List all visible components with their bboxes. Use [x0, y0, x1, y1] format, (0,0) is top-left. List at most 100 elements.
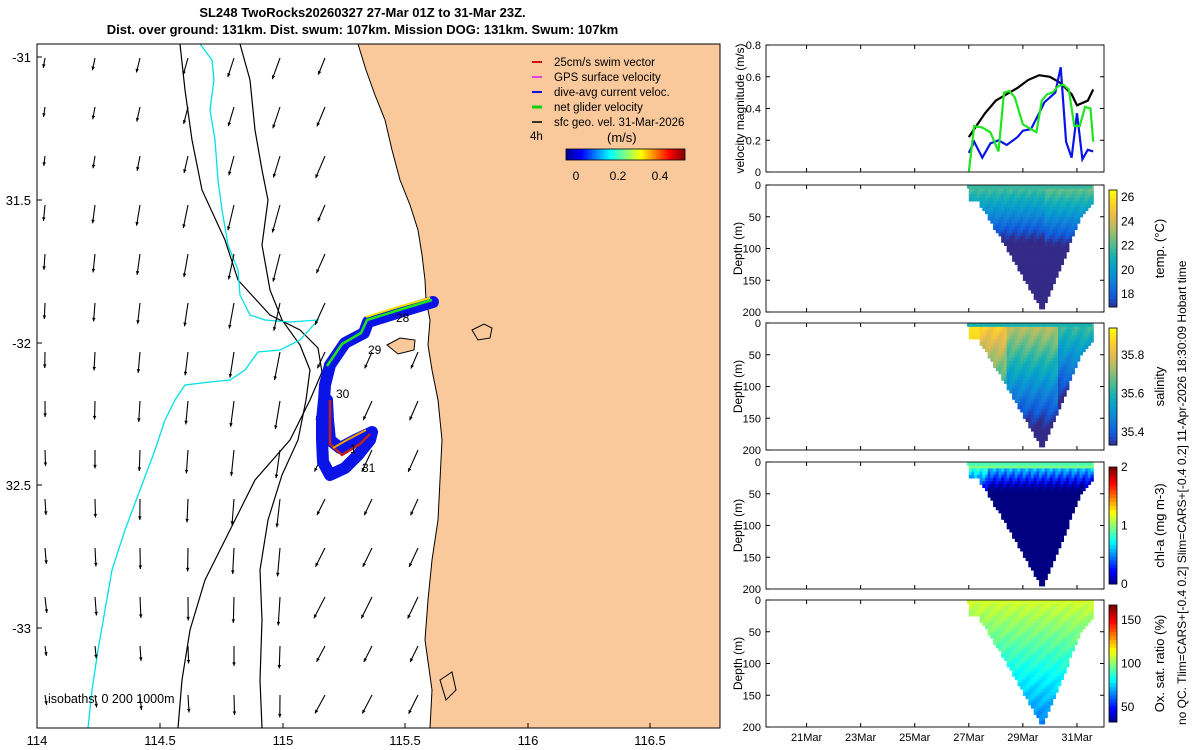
velocity-arrow-head: [278, 713, 282, 718]
velocity-arrow: [274, 400, 281, 430]
isobath-1000m: [177, 44, 323, 728]
colorbar-tick: 20: [1121, 263, 1135, 277]
velocity-arrow: [229, 351, 235, 378]
x-tick-label-21Mar: 21Mar: [791, 732, 823, 744]
velocity-arrow: [184, 351, 189, 376]
velocity-arrow: [407, 596, 419, 619]
lon-tick-label-116.5: 116.5: [634, 733, 666, 748]
velocity-arrow: [232, 547, 235, 574]
velocity-arrow-head: [361, 467, 365, 472]
land-mass: [357, 44, 720, 728]
velocity-arrow-head: [271, 228, 276, 233]
velocity-arrow-head: [227, 122, 232, 127]
velocity-arrow-head: [182, 120, 187, 124]
y-tick-label: 50: [749, 627, 761, 639]
velocity-arrow-head: [44, 560, 48, 564]
island-3: [439, 671, 457, 701]
velocity-arrow-head: [317, 217, 321, 222]
velocity-arrow-head: [42, 266, 46, 270]
velocity-arrow-head: [274, 425, 278, 430]
velocity-arrow-head: [361, 614, 365, 619]
colorbar-label-3: chl-a (mg m-3): [1152, 483, 1167, 568]
glider-track-map: 28 29 30 31 1 114 114.5 115 115.5 116 116.5 -3…: [6, 43, 721, 748]
x-tick-label-27Mar: 27Mar: [953, 732, 985, 744]
velocity-arrow-head: [272, 326, 277, 331]
velocity-arrow-head: [273, 376, 277, 380]
colorbar-tick: 24: [1121, 214, 1135, 228]
velocity-arrow-head: [186, 616, 190, 621]
day-label-1: 1: [350, 442, 357, 456]
y-tick-label: 100: [743, 521, 761, 533]
velocity-arrow-head: [362, 562, 366, 567]
y-tick-label: 150: [743, 552, 761, 564]
velocity-arrow: [271, 57, 281, 80]
lat-tick-label-2: -32: [12, 336, 31, 351]
legend-net-velocity: net glider velocity: [554, 102, 643, 114]
colorbar-label-4: Ox. sat. ratio (%): [1152, 615, 1167, 713]
velocity-arrow: [185, 400, 189, 425]
velocity-arrow-head: [410, 364, 414, 369]
velocity-arrow-head: [410, 511, 414, 516]
velocity-arrow-head: [44, 511, 48, 515]
y-tick-label: 0.4: [746, 104, 761, 116]
velocity-arrow-head: [272, 124, 276, 129]
velocity-arrow: [271, 204, 281, 233]
surface-velocity-segment: [365, 297, 431, 318]
day-label-29: 29: [368, 343, 382, 357]
velocity-arrow-head: [313, 614, 318, 619]
velocity-arrow-head: [42, 315, 47, 319]
velocity-arrow-head: [44, 652, 48, 656]
velocity-arrow-head: [185, 567, 190, 572]
velocity-arrow-head: [93, 464, 97, 469]
velocity-arrow-head: [44, 701, 48, 705]
y-tick-label: 0: [755, 167, 761, 179]
velocity-arrow: [360, 596, 373, 619]
velocity-arrow: [314, 302, 326, 326]
colorbar-tick: 35.4: [1121, 425, 1145, 439]
velocity-arrow: [186, 498, 189, 523]
velocity-arrow-head: [42, 113, 46, 117]
y-tick-label: 100: [743, 382, 761, 394]
map-frame: [36, 43, 721, 729]
lat-tick-label-4: -33: [12, 621, 31, 636]
colorbar-tick: 50: [1121, 700, 1135, 714]
velocity-arrow-head: [229, 422, 233, 427]
glider-track: [316, 296, 439, 481]
y-axis-label-4: Depth (m): [731, 637, 745, 690]
colorbar-tick: 26: [1121, 190, 1135, 204]
island-1: [386, 337, 416, 355]
velocity-arrow-head: [409, 416, 413, 421]
legend-swim-vector: 25cm/s swim vector: [554, 57, 655, 69]
velocity-arrow-head: [91, 115, 96, 120]
velocity-arrow: [277, 596, 281, 626]
y-tick-label: 0: [755, 180, 761, 192]
velocity-arrow-head: [91, 219, 95, 224]
title-line-1: SL248 TwoRocks20260327 27-Mar 01Z to 31-…: [199, 5, 526, 20]
velocity-arrow-head: [314, 320, 319, 325]
velocity-arrow-head: [316, 657, 320, 662]
colorbar-title: (m/s): [607, 130, 637, 145]
colorbar-1: 26 24 22 20 18: [1108, 189, 1135, 308]
velocity-arrow: [182, 204, 189, 229]
velocity-arrow-head: [228, 171, 232, 176]
velocity-arrow-head: [139, 706, 143, 710]
velocity-arrow-head: [42, 162, 46, 166]
velocity-arrow-head: [43, 462, 48, 466]
velocity-arrow-head: [230, 521, 234, 525]
colorbar-tick: 0: [1121, 577, 1128, 591]
velocity-arrow-head: [42, 217, 46, 221]
isobath-0m-cyan: [87, 44, 320, 728]
y-tick-label: 200: [743, 445, 761, 457]
velocity-arrow-head: [227, 275, 232, 280]
velocity-arrow-head: [92, 366, 96, 371]
velocity-arrow: [407, 449, 419, 473]
y-axis-label-1: Depth (m): [731, 222, 745, 275]
velocity-arrow: [361, 449, 373, 472]
velocity-arrow-head: [316, 122, 320, 127]
legend-sfc-geo: sfc geo. vel. 31-Mar-2026: [554, 117, 684, 129]
velocity-arrow-head: [231, 570, 235, 574]
velocity-arrow: [183, 253, 189, 278]
velocity-arrow-head: [364, 364, 368, 369]
y-tick-label: 0: [755, 595, 761, 607]
velocity-arrow: [183, 302, 189, 327]
